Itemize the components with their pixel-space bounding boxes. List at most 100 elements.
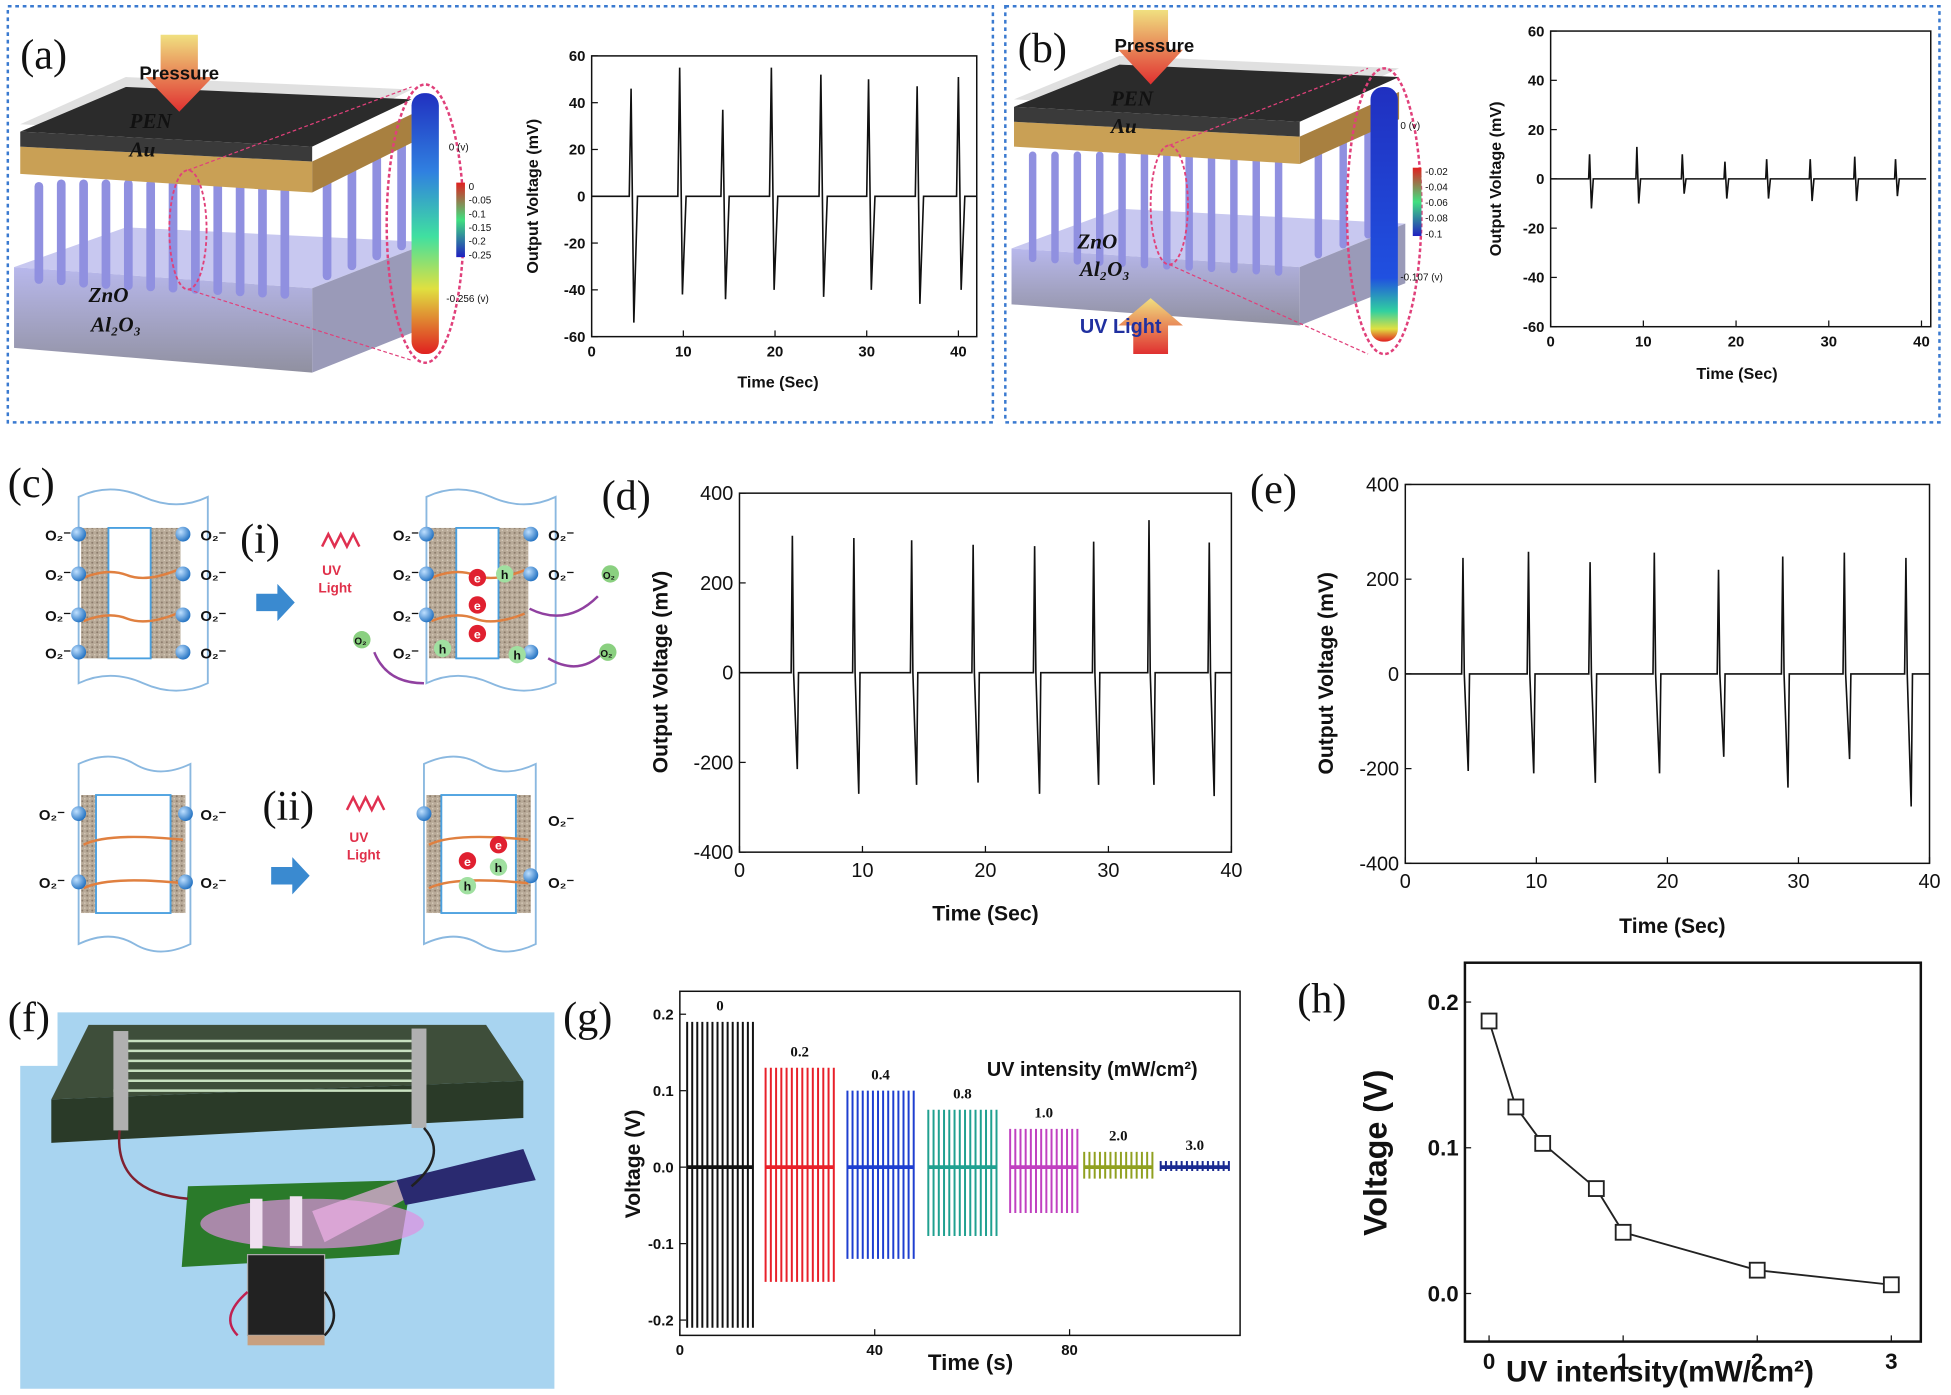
device-f <box>20 1012 555 1389</box>
y-axis-label: Voltage (V) <box>1358 1070 1394 1236</box>
x-axis-label: Time (Sec) <box>737 374 818 392</box>
y-tick-label: 60 <box>1528 24 1545 40</box>
series-label: 1.0 <box>1034 1106 1053 1122</box>
panel-label: (e) <box>1250 466 1297 513</box>
spike-group <box>927 1109 998 1236</box>
y-tick-label: -60 <box>564 330 586 346</box>
electron-label: e <box>474 599 481 613</box>
uv-label: UV <box>349 830 369 845</box>
x-tick-label: 0 <box>1483 1349 1495 1374</box>
panel-label: (b) <box>1018 25 1067 72</box>
data-line <box>1488 1020 1892 1286</box>
hole-label: h <box>439 642 447 656</box>
y-tick-label: -20 <box>1523 221 1545 237</box>
x-tick-label: 2 <box>1751 1349 1763 1374</box>
data-line <box>1405 551 1930 807</box>
y-tick-label: 0.0 <box>1428 1281 1459 1306</box>
x-tick-label: 0 <box>734 860 745 882</box>
x-axis-label: Time (s) <box>928 1350 1013 1375</box>
y-tick-label: 0.1 <box>653 1084 674 1100</box>
x-tick-label: 40 <box>1913 335 1930 351</box>
device-a <box>14 34 465 373</box>
electron-label: e <box>474 627 481 641</box>
x-tick-label: 40 <box>1918 871 1940 893</box>
x-tick-label: 0 <box>588 345 596 361</box>
y-tick-label: -20 <box>564 236 586 252</box>
x-tick-label: 10 <box>1525 871 1547 893</box>
colorbar-tick: -0.08 <box>1425 214 1448 225</box>
layer-label: Al₂O₃ <box>1078 257 1130 281</box>
pressure-label: Pressure <box>139 63 219 84</box>
x-tick-label: 20 <box>767 345 784 361</box>
y-axis-label: Output Voltage (mV) <box>1315 572 1338 774</box>
x-tick-label: 10 <box>1635 335 1652 351</box>
x-tick-label: 3 <box>1885 1349 1897 1374</box>
layer-label: PEN <box>129 109 173 133</box>
data-line <box>591 67 977 323</box>
o2-ion-label: O₂⁻ <box>548 568 574 584</box>
x-tick-label: 1 <box>1617 1349 1629 1374</box>
series-label: 0.4 <box>871 1068 890 1084</box>
y-tick-label: 400 <box>1366 474 1399 496</box>
x-tick-label: 0 <box>676 1343 684 1359</box>
hole-label: h <box>513 649 521 663</box>
x-tick-label: 40 <box>950 345 967 361</box>
y-tick-label: 200 <box>700 573 733 595</box>
o2-label: O₂ <box>603 571 615 582</box>
pressure-label: Pressure <box>1115 35 1195 56</box>
colorbar-tick: -0.15 <box>469 223 492 234</box>
y-tick-label: 20 <box>1528 123 1545 139</box>
o2-ion-label: O₂⁻ <box>393 528 419 544</box>
layer-label: Au <box>1109 114 1137 138</box>
chart-title: UV intensity (mW/cm²) <box>987 1059 1198 1081</box>
x-tick-label: 40 <box>1220 860 1242 882</box>
o2-ion-label: O₂⁻ <box>393 646 419 662</box>
y-axis-label: Output Voltage (mV) <box>524 119 542 274</box>
colorbar-tick: -0.2 <box>469 237 487 248</box>
electron-label: e <box>464 855 471 869</box>
y-tick-label: 60 <box>569 49 586 65</box>
x-tick-label: 30 <box>1097 860 1119 882</box>
uv-label: UV Light <box>1080 316 1162 338</box>
layer-label: ZnO <box>1076 229 1117 253</box>
colorbar-ticks: -0.02 -0.04 -0.06 -0.08 -0.1 <box>1425 167 1448 240</box>
x-axis-label: Time (Sec) <box>1619 915 1725 938</box>
y-tick-label: -0.1 <box>648 1237 674 1253</box>
series-label: 0 <box>716 999 723 1015</box>
y-tick-label: -200 <box>694 752 734 774</box>
electron-label: e <box>495 839 502 853</box>
x-tick-label: 0 <box>1400 871 1411 893</box>
o2-ion-label: O₂⁻ <box>548 528 574 544</box>
data-point <box>1614 1223 1632 1241</box>
y-tick-label: -200 <box>1359 759 1399 781</box>
layer-label: ZnO <box>88 283 129 307</box>
y-axis-label: Voltage (V) <box>622 1110 645 1219</box>
o2-ion-label: O₂⁻ <box>200 528 226 544</box>
y-tick-label: 0 <box>577 189 585 205</box>
x-tick-label: 80 <box>1061 1343 1078 1359</box>
y-tick-label: -60 <box>1523 320 1545 336</box>
x-axis-label: Time (Sec) <box>1696 365 1777 383</box>
o2-ion-label: O₂⁻ <box>39 876 65 892</box>
o2-ion-label: O₂⁻ <box>548 814 574 830</box>
spike-group <box>686 1021 754 1328</box>
panel-label: (a) <box>20 31 67 78</box>
y-tick-label: -40 <box>564 283 586 299</box>
carriers-c <box>353 565 619 895</box>
colorbar-tick: -0.06 <box>1425 198 1448 209</box>
y-tick-label: 0 <box>1536 172 1544 188</box>
x-tick-label: 30 <box>1820 335 1837 351</box>
panel-label: (h) <box>1297 975 1346 1022</box>
o2-label: O₂ <box>600 649 612 660</box>
o2-ion-label: O₂⁻ <box>200 876 226 892</box>
data-point <box>1587 1180 1605 1197</box>
o2-ion-label: O₂⁻ <box>393 568 419 584</box>
data-point <box>1507 1098 1525 1116</box>
y-axis-label: Output Voltage (mV) <box>649 571 672 773</box>
o2-ion-label: O₂⁻ <box>393 609 419 625</box>
y-tick-label: 400 <box>700 483 733 505</box>
x-tick-label: 20 <box>1656 871 1678 893</box>
x-tick-label: 10 <box>851 860 873 882</box>
uv-label: Light <box>318 581 352 596</box>
